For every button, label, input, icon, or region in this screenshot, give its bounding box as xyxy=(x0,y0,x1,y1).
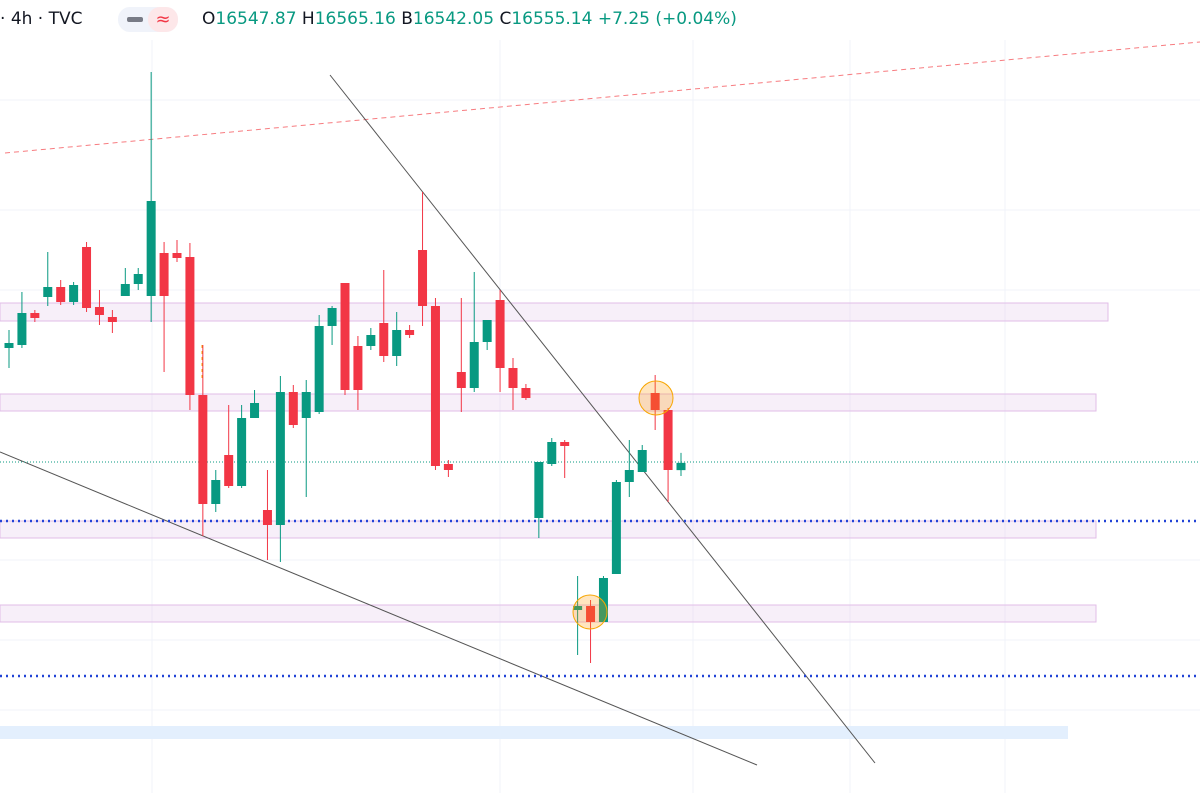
value: 16547.87 xyxy=(215,9,296,29)
highlight xyxy=(638,380,674,416)
source: TVC xyxy=(48,9,83,29)
ohlc: O16547.87 H16565.16 B16542.05 C16555.14 … xyxy=(202,9,737,29)
candle-body xyxy=(327,308,337,326)
candle-body xyxy=(534,462,544,518)
label: H xyxy=(302,9,315,29)
candle-body xyxy=(482,320,492,342)
value: 16555.14 xyxy=(511,9,592,29)
candle-body xyxy=(69,285,79,302)
candle-body xyxy=(314,326,324,412)
candle-body xyxy=(637,450,647,472)
badge-icon: ≈ xyxy=(155,9,170,30)
zones xyxy=(0,302,1109,623)
candle-body xyxy=(443,464,453,470)
candle-body xyxy=(405,330,415,335)
candle-body xyxy=(586,606,596,622)
candle-body xyxy=(185,257,195,395)
grid xyxy=(0,40,1200,793)
candle-body xyxy=(211,480,221,504)
candle-body xyxy=(275,392,285,525)
candle-body xyxy=(418,250,428,306)
candle-body xyxy=(146,201,156,296)
candle-body xyxy=(624,470,634,482)
change: +7.25 (+0.04%) xyxy=(598,9,737,29)
candle-body xyxy=(107,317,117,322)
candle-body xyxy=(598,578,608,622)
interval: 4h xyxy=(11,9,33,29)
candle-body xyxy=(392,330,402,356)
candle-body xyxy=(224,455,234,486)
candle-body xyxy=(521,388,531,398)
candle-body xyxy=(250,403,260,418)
candles xyxy=(4,72,686,663)
candle-body xyxy=(379,323,389,356)
candle-body xyxy=(17,313,27,345)
candle-body xyxy=(56,287,66,302)
trend-dashed xyxy=(4,41,1200,154)
candle-body xyxy=(663,410,673,470)
candle-body xyxy=(560,442,570,446)
value: 16542.05 xyxy=(413,9,494,29)
candle-body xyxy=(262,510,272,525)
candle-body xyxy=(495,300,505,368)
value: 16565.16 xyxy=(315,9,396,29)
candle-body xyxy=(547,442,557,464)
label: O xyxy=(202,9,215,29)
candle-body xyxy=(30,313,40,318)
candle-body xyxy=(172,253,182,258)
candle-body xyxy=(133,274,143,284)
candle-body xyxy=(82,247,92,308)
candle-body xyxy=(456,372,466,388)
candle-body xyxy=(159,253,169,296)
candle-body xyxy=(676,462,686,471)
candle-body xyxy=(611,482,621,574)
highlight xyxy=(572,594,608,630)
candle-body xyxy=(301,392,311,418)
header: · 4h · TVC ≈ O16547.87 H16565.16 B16542.… xyxy=(0,7,737,32)
candle-body xyxy=(430,306,440,466)
trend-line xyxy=(329,74,876,764)
label: C xyxy=(499,9,511,29)
candle-body xyxy=(573,606,583,610)
symbol-info: · 4h · TVC xyxy=(0,9,83,29)
candle-body xyxy=(340,283,350,390)
candle-body xyxy=(94,307,104,315)
candle-body xyxy=(366,335,376,346)
zone-blue xyxy=(0,726,1068,739)
candle-body xyxy=(288,392,298,425)
candle-body xyxy=(469,342,479,388)
candle-body xyxy=(508,368,518,388)
candle-body xyxy=(198,395,208,504)
candle-body xyxy=(650,393,660,410)
label: B xyxy=(401,9,413,29)
candle-body xyxy=(353,346,363,390)
candle-body xyxy=(120,284,130,296)
candle-body xyxy=(237,418,247,486)
badge-icon xyxy=(127,17,143,22)
badge[interactable] xyxy=(148,7,178,32)
candle-body xyxy=(4,343,14,348)
candle-body xyxy=(43,287,53,297)
trend-line xyxy=(0,451,758,766)
